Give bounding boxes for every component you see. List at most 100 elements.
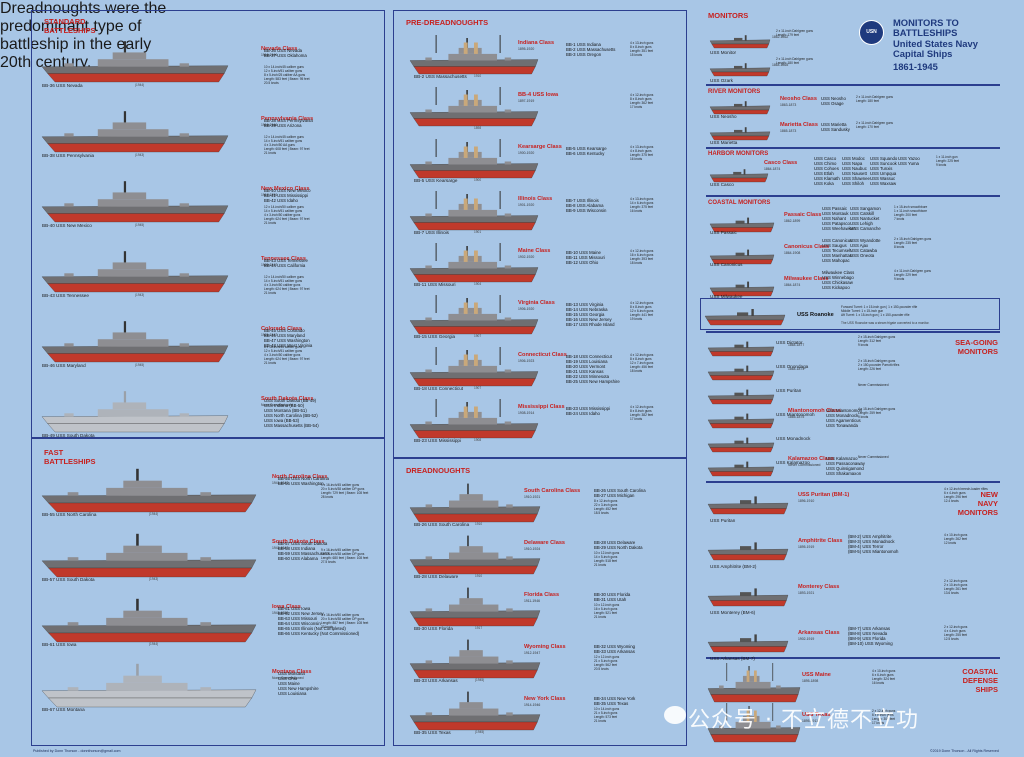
seagoing-monitor-ship-label: USS Kalamazoo — [776, 460, 810, 465]
predread-years: 1897-1919 — [518, 99, 535, 103]
standard-years: 1917-1956 — [261, 193, 278, 197]
predread-ship-label: BB-23 USS Mississippi — [414, 438, 461, 443]
divider-river — [706, 84, 1000, 86]
dread-years: 1911-1946 — [524, 599, 540, 603]
fast-ship-illustration — [41, 533, 257, 578]
dread-class-name: South Carolina Class — [524, 488, 581, 494]
coastal-monitor-specifications: 4 x 11-inch Dahlgren guns Length: 229 fe… — [894, 269, 931, 281]
coastal-defense-ship-class-name: USS Maine — [802, 672, 831, 678]
predread-ship-roster: BB-1 USS Indiana BB-2 USS Massachusetts … — [566, 42, 616, 58]
river-monitor-ship-roster: USS Marietta USS Sandusky — [821, 122, 850, 133]
dread-ship-roster: BB-32 USS Wyoming BB-33 USS Arkansas — [594, 644, 636, 655]
dread-ship-label: BB-26 USS South Carolina — [414, 522, 470, 527]
predread-ship-roster: BB-18 USS Connecticut BB-19 USS Louisian… — [566, 354, 620, 385]
standard-specifications: 12 x 14-inch/45 caliber guns 14 x 5-inch… — [264, 135, 310, 155]
dread-class-name: Wyoming Class — [524, 644, 566, 650]
standard-ship-label: BB-49 USS South Dakota — [42, 433, 95, 438]
new-navy-monitor-years: 1893-1921 — [798, 591, 815, 595]
predread-ship-roster: BB-23 USS Mississippi BB-24 USS Idaho — [566, 406, 610, 417]
watermark-text: 公众号 · 不立德不立功 — [688, 708, 919, 733]
dread-class-name: Delaware Class — [524, 540, 566, 546]
fast-ship-label: BB-61 USS Iowa — [42, 642, 77, 647]
standard-ship-label: BB-38 USS Pennsylvania — [42, 153, 95, 158]
standard-ship-roster: BB-45 USS Colorado BB-46 USS Maryland BB… — [264, 328, 313, 349]
dread-ship-illustration — [409, 587, 541, 627]
fast-ship-illustration — [41, 468, 257, 513]
fast-specifications: 9 x 16-inch/45 caliber guns 20 x 5-inch/… — [321, 483, 369, 499]
standard-ship-roster: BB-43 USS Tennessee BB-44 USS California — [264, 258, 308, 269]
river-monitor-ship-label: USS Marietta — [710, 140, 738, 145]
dread-ship-roster: BB-28 USS Delaware BB-29 USS North Dakot… — [594, 540, 643, 551]
seagoing-monitor-ship-roster: USS Miantonomoh USS Monadnock USS Agamen… — [826, 408, 863, 429]
predread-date-label: 1900 — [474, 178, 482, 182]
fast-ship-illustration — [41, 663, 257, 708]
harbor-monitor-years: 1864-1874 — [764, 167, 781, 171]
river-monitor-class-name: Neosho Class — [780, 96, 817, 102]
dreadnoughts-panel — [393, 458, 687, 746]
section-monitors: MONITORS — [708, 11, 749, 20]
fast-years: 1942-1947 — [272, 546, 289, 550]
standard-class-name: Pennsylvania Class — [261, 116, 314, 122]
divider-coastal-defense — [706, 657, 1000, 659]
standard-date-label: (1945) — [135, 223, 145, 227]
coastal-monitor-ship-roster: USS Wyandotte USS Ajax USS Catawba USS O… — [850, 238, 881, 259]
standard-ship-roster: USS South Dakota (BB-49) USS Indiana (BB… — [264, 398, 319, 429]
predread-class-name: Virginia Class — [518, 300, 555, 306]
new-navy-monitor-ship-label: USS Arkansas (BM-7) — [710, 656, 755, 661]
standard-date-label: (1943) — [135, 153, 145, 157]
standard-class-name: New Mexico Class — [261, 186, 310, 192]
coastal-defense-ship-years: 1895-1911 — [802, 719, 818, 723]
seagoing-monitor-ship-label: USS Puritan — [776, 388, 802, 393]
standard-specifications: 8 x 16-inch/45 caliber guns 12 x 5-inch/… — [264, 345, 310, 365]
dread-date-label: (1945) — [475, 678, 485, 682]
roanoke-note: The USS Roanoke was a steam frigate conv… — [841, 321, 930, 325]
standard-ship-illustration — [41, 391, 229, 433]
predread-specifications: 4 x 12-inch guns 8 x 8-inch guns Length:… — [630, 405, 654, 421]
standard-class-name: Nevada Class — [261, 46, 298, 52]
coastal-monitor-ship-label: USS Passaic — [710, 230, 737, 235]
predread-years: 1901-1920 — [518, 203, 535, 207]
predread-specifications: 4 x 13-inch guns 8 x 8-inch guns Length:… — [630, 41, 654, 57]
dread-years: 1914-1946 — [524, 703, 541, 707]
fast-years: None Commissioned — [272, 676, 304, 680]
seagoing-monitor-years: 1865-1875 — [788, 415, 805, 419]
standard-ship-illustration — [41, 321, 229, 363]
seagoing-monitor-ship-label: USS Miantonomoh — [776, 412, 815, 417]
roanoke-specifications: Forward Turret: 1 x 15-inch gun | 1 x 15… — [841, 305, 918, 317]
seagoing-monitor-ship-illustration — [707, 410, 775, 429]
coastal-monitor-class-name: Canonicus Class — [784, 244, 830, 250]
predread-ship-illustration — [409, 295, 539, 335]
predread-class-name: Kearsarge Class — [518, 144, 562, 150]
seagoing-monitor-class-name: Miantonomoh Class — [788, 408, 842, 414]
monitor-specifications: 2 x 11-inch Dahlgren guns Length: 180 fe… — [776, 57, 813, 65]
standard-years: 1920-1947 — [261, 263, 278, 267]
coastal-monitor-ship-label: USS Canonicus — [710, 262, 743, 267]
predread-class-name: BB-4 USS Iowa — [518, 92, 559, 98]
standard-ship-illustration — [41, 111, 229, 153]
coastal-defense-ship-specifications: 2 x 12-inch guns 6 x 6-inch guns Length:… — [872, 709, 896, 725]
standard-specifications: 12 x 14-inch/50 caliber guns 14 x 5-inch… — [264, 205, 310, 225]
fast-battleships-panel — [31, 438, 385, 746]
fast-ship-roster: BB-55 USS North Carolina BB-56 USS Washi… — [278, 476, 329, 487]
standard-date-label: (1944) — [135, 83, 145, 87]
standard-ship-label: BB-40 USS New Mexico — [42, 223, 92, 228]
section-standard-battleships: STANDARD BATTLESHIPS — [44, 17, 96, 35]
coastal-monitor-years: 1864-1874 — [784, 283, 801, 287]
fast-ship-label: BB-55 USS North Carolina — [42, 512, 97, 517]
section-fast-battleships: FAST BATTLESHIPS — [44, 448, 96, 466]
standard-date-label: (1943) — [135, 293, 145, 297]
footer-copyright: ©2019 Donn Thorson - All Rights Reserved — [930, 749, 999, 753]
dread-date-label: 1910 — [475, 574, 483, 578]
predread-ship-label: BB-18 USS Connecticut — [414, 386, 464, 391]
seagoing-monitor-years: Never Commissioned — [788, 463, 821, 467]
new-navy-monitor-class-name: Monterey Class — [798, 584, 840, 590]
fast-class-name: Iowa Class — [272, 604, 301, 610]
coastal-monitor-ship-illustration — [709, 214, 775, 233]
new-navy-monitor-ship-illustration — [707, 630, 789, 653]
monitor-specifications: 2 x 11-inch Dahlgren guns Length: 179 fe… — [776, 29, 813, 37]
section-coastal-monitors: COASTAL MONITORS — [708, 200, 771, 206]
standard-ship-illustration — [41, 181, 229, 223]
dread-date-label: 1917 — [475, 626, 483, 630]
navy-logo-icon: USN — [859, 20, 884, 45]
seagoing-monitor-ship-illustration — [707, 458, 775, 477]
